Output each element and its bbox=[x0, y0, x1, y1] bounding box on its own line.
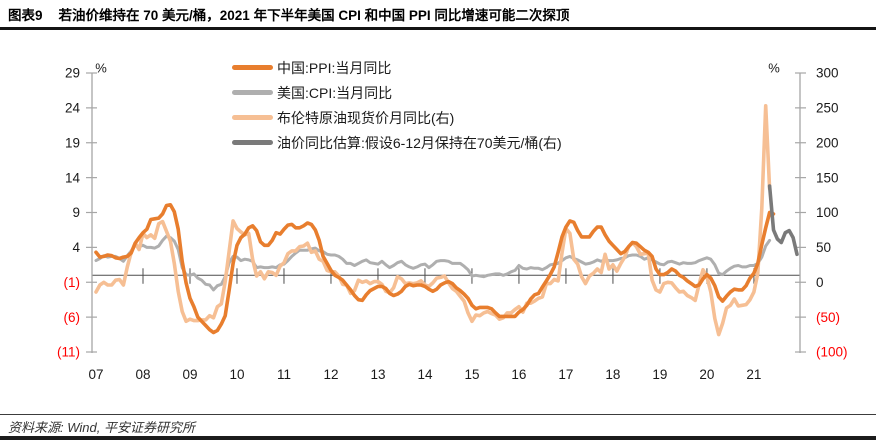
figure-title: 若油价维持在 70 美元/桶，2021 年下半年美国 CPI 和中国 PPI 同… bbox=[58, 7, 570, 23]
legend-label: 布伦特原油现货价月同比(右) bbox=[277, 109, 455, 126]
oil-estimate-line-swatch bbox=[232, 140, 273, 145]
left-axis-tick-label: 24 bbox=[65, 101, 81, 116]
legend-item-brent: 布伦特原油现货价月同比(右) bbox=[232, 105, 562, 130]
legend-label: 中国:PPI:当月同比 bbox=[277, 59, 392, 76]
right-axis-tick-label: 0 bbox=[816, 275, 824, 290]
legend-item-oil-estimate: 油价同比估算:假设6-12月保持在70美元/桶(右) bbox=[232, 130, 562, 155]
left-axis-tick-label: 29 bbox=[65, 66, 80, 81]
header-divider-rule bbox=[0, 27, 876, 30]
footer-top-rule bbox=[0, 414, 876, 415]
x-axis-label: 16 bbox=[511, 367, 526, 382]
x-axis-label: 08 bbox=[135, 367, 150, 382]
left-axis-tick-label: 19 bbox=[65, 135, 80, 150]
series-line-oil-estimate bbox=[767, 184, 799, 257]
legend-label: 油价同比估算:假设6-12月保持在70美元/桶(右) bbox=[277, 134, 562, 151]
legend-item-us-cpi: 美国:CPI:当月同比 bbox=[232, 80, 562, 105]
left-axis-tick-label: (11) bbox=[57, 345, 80, 360]
right-axis-tick-label: (100) bbox=[816, 345, 848, 360]
x-axis-label: 14 bbox=[417, 367, 433, 382]
x-axis-label: 15 bbox=[464, 367, 479, 382]
left-axis-tick-label: (6) bbox=[64, 310, 81, 325]
right-axis-tick-label: 100 bbox=[816, 205, 839, 220]
x-axis-label: 19 bbox=[652, 367, 667, 382]
right-axis-tick-label: 300 bbox=[816, 66, 839, 81]
chart-legend: 中国:PPI:当月同比 美国:CPI:当月同比 布伦特原油现货价月同比(右) 油… bbox=[232, 55, 562, 155]
x-axis-label: 12 bbox=[323, 367, 338, 382]
figure-number-label: 图表9 bbox=[8, 7, 43, 23]
series-line-china-ppi bbox=[94, 203, 776, 335]
left-axis-unit-label: % bbox=[95, 61, 107, 76]
x-axis-label: 07 bbox=[88, 367, 103, 382]
x-axis-label: 17 bbox=[558, 367, 573, 382]
x-axis-label: 18 bbox=[605, 367, 620, 382]
x-axis-label: 13 bbox=[370, 367, 385, 382]
right-axis-tick-label: 250 bbox=[816, 101, 839, 116]
left-axis-tick-label: 14 bbox=[65, 170, 81, 185]
legend-item-china-ppi: 中国:PPI:当月同比 bbox=[232, 55, 562, 80]
series-line-us-cpi bbox=[94, 234, 772, 292]
left-axis-tick-label: (1) bbox=[64, 275, 81, 290]
china-ppi-line-swatch bbox=[232, 65, 273, 70]
footer-bottom-rule bbox=[0, 436, 876, 440]
right-axis-tick-label: (50) bbox=[816, 310, 840, 325]
source-note: 资料来源: Wind, 平安证券研究所 bbox=[8, 420, 195, 435]
figure-header: 图表9 若油价维持在 70 美元/桶，2021 年下半年美国 CPI 和中国 P… bbox=[0, 0, 876, 27]
x-axis-label: 09 bbox=[182, 367, 197, 382]
right-axis-unit-label: % bbox=[768, 61, 780, 76]
x-axis-label: 21 bbox=[746, 367, 761, 382]
us-cpi-line-swatch bbox=[232, 90, 273, 95]
series-line-brent bbox=[94, 104, 772, 337]
right-axis-tick-label: 150 bbox=[816, 170, 839, 185]
left-axis-tick-label: 4 bbox=[72, 240, 80, 255]
x-axis-label: 11 bbox=[277, 367, 291, 382]
right-axis-tick-label: 200 bbox=[816, 135, 839, 150]
x-axis-label: 20 bbox=[699, 367, 714, 382]
x-axis-label: 10 bbox=[229, 367, 244, 382]
brent-line-swatch bbox=[232, 115, 273, 120]
right-axis-tick-label: 50 bbox=[816, 240, 831, 255]
left-axis-tick-label: 9 bbox=[72, 205, 80, 220]
legend-label: 美国:CPI:当月同比 bbox=[277, 84, 393, 101]
